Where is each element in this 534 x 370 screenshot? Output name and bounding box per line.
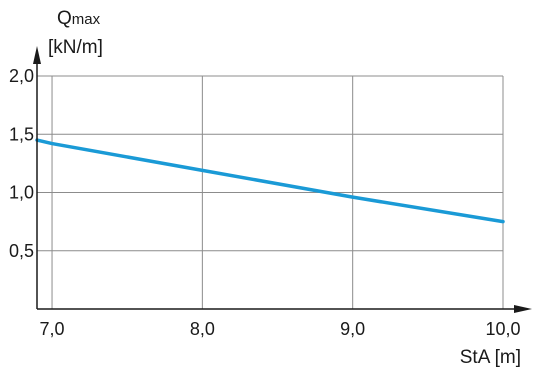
y-axis-unit: [kN/m] [48,37,103,58]
y-tick-label-0: 0,5 [9,241,34,261]
y-tick-label-3: 2,0 [9,66,34,86]
y-axis-arrowhead [33,46,41,64]
x-tick-label-1: 8,0 [190,319,215,339]
x-tick-label-2: 9,0 [340,319,365,339]
series-line-0 [35,138,505,224]
x-axis-arrowhead [514,305,532,313]
x-tick-label-0: 7,0 [40,319,65,339]
x-tick-label-3: 10,0 [485,319,520,339]
series-layer [35,138,505,224]
y-axis-title: Qmax [57,8,101,29]
y-tick-label-1: 1,0 [9,183,34,203]
y-tick-label-2: 1,5 [9,124,34,144]
axis-layer [33,46,532,313]
tick-label-layer: 0,5 1,0 1,5 2,0 7,0 8,0 9,0 10,0 [9,66,521,339]
y-axis-title-subscript: max [72,11,101,28]
x-axis-title: StA [m] [460,347,521,368]
y-axis-title-main: Q [57,8,72,29]
grid-layer [37,75,504,309]
